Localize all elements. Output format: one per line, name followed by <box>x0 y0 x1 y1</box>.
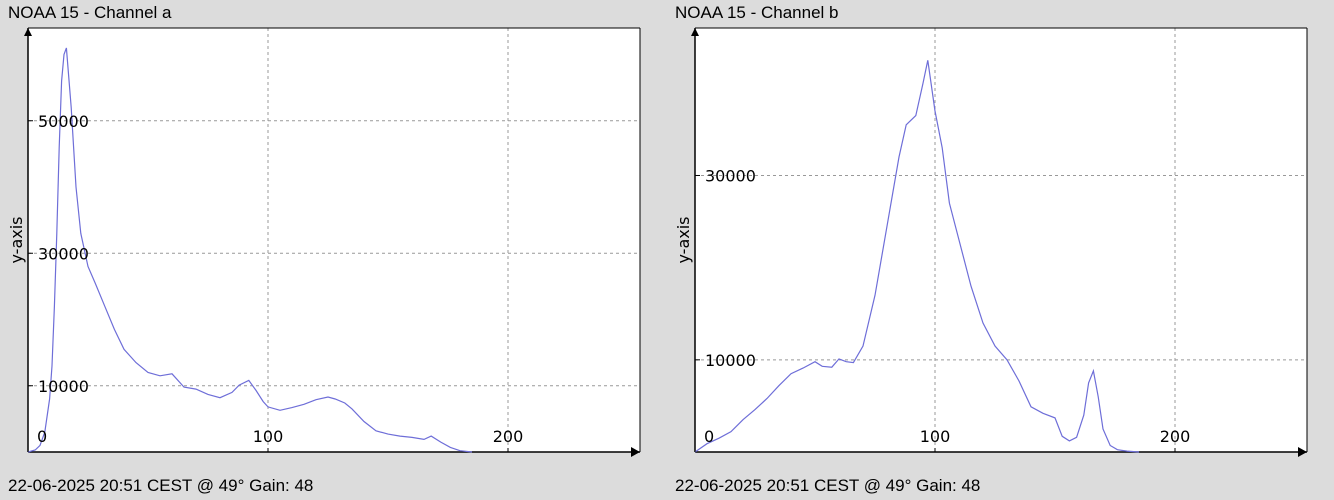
plot-area <box>28 28 640 452</box>
series-line <box>27 47 473 453</box>
chart-title: NOAA 15 - Channel a <box>8 3 172 22</box>
x-tick-label: 0 <box>37 427 47 446</box>
y-axis-arrow <box>24 28 32 36</box>
y-tick-label: 30000 <box>705 166 756 185</box>
series-line <box>694 60 1140 453</box>
chart-footer: 22-06-2025 20:51 CEST @ 49° Gain: 48 <box>675 476 981 495</box>
x-axis-arrow <box>631 447 640 457</box>
x-tick-label: 0 <box>704 427 714 446</box>
plot-area <box>695 28 1307 452</box>
x-tick-label: 100 <box>920 427 951 446</box>
y-tick-label: 50000 <box>38 112 89 131</box>
chart-footer: 22-06-2025 20:51 CEST @ 49° Gain: 48 <box>8 476 314 495</box>
y-axis-label: y-axis <box>7 216 26 263</box>
y-tick-label: 10000 <box>38 377 89 396</box>
x-tick-label: 200 <box>493 427 524 446</box>
y-axis-arrow <box>691 28 699 36</box>
chart-panel-channel-b: NOAA 15 - Channel b 0 100 200 10000 30000 y-a… <box>667 0 1327 500</box>
chart-svg-channel-a: 0 100 200 10000 30000 50000 y-axis <box>7 27 641 457</box>
x-tick-label: 100 <box>253 427 284 446</box>
chart-title: NOAA 15 - Channel b <box>675 3 839 22</box>
chart-panel-channel-a: NOAA 15 - Channel a 0 100 200 10000 30000 500… <box>0 0 660 500</box>
x-axis-arrow <box>1298 447 1307 457</box>
y-axis-label: y-axis <box>674 216 693 263</box>
y-tick-label: 30000 <box>38 244 89 263</box>
chart-svg-channel-b: 0 100 200 10000 30000 y-axis <box>674 27 1308 457</box>
x-tick-label: 200 <box>1160 427 1191 446</box>
y-tick-label: 10000 <box>705 351 756 370</box>
